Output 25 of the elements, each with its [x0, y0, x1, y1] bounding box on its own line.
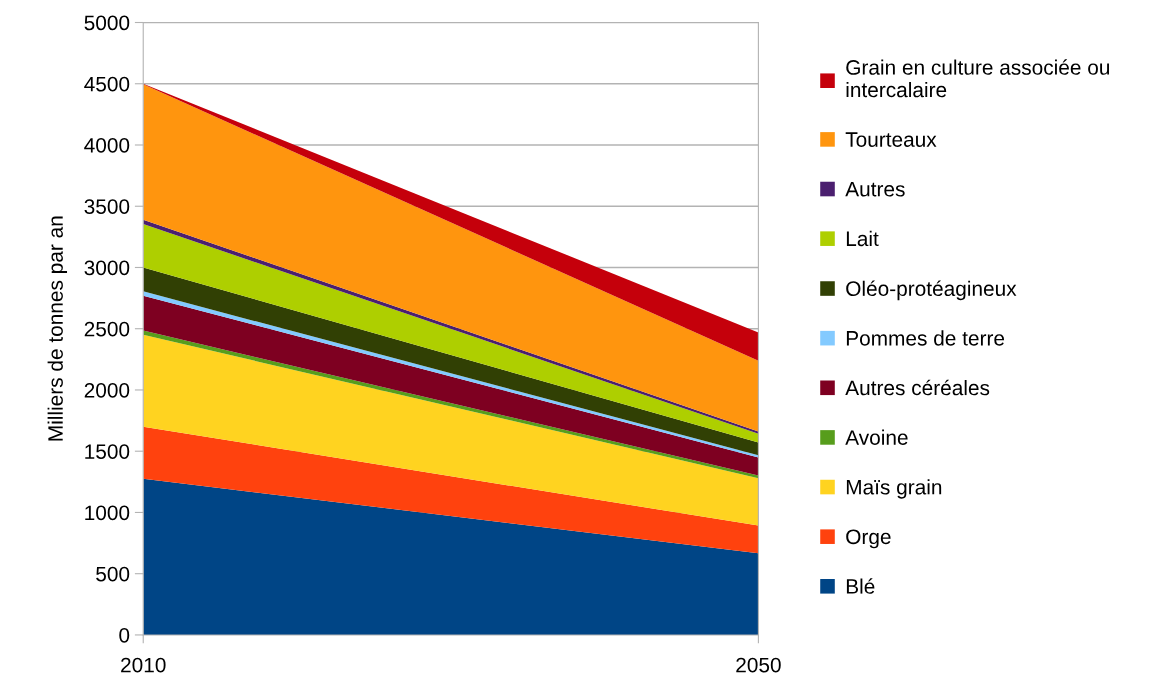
- y-axis-title: Milliers de tonnes par an: [47, 216, 68, 441]
- legend-label: Lait: [846, 230, 879, 247]
- y-tick-label: 1000: [85, 505, 130, 521]
- y-tick-label: 2000: [84, 382, 130, 398]
- legend-label: Grain en culture associée ou intercalaire: [846, 59, 1110, 98]
- y-tick-label: 4500: [84, 76, 130, 92]
- x-tick-label: 2050: [736, 657, 781, 673]
- y-tick-label: 3000: [84, 260, 130, 276]
- legend-label: Maïs grain: [846, 479, 942, 499]
- legend-label: Pommes de terre: [846, 330, 1005, 346]
- y-tick-label: 2500: [84, 321, 130, 337]
- legend-label: Avoine: [845, 429, 908, 445]
- y-tick-label: 4000: [84, 137, 130, 153]
- y-tick-label: 0: [119, 627, 130, 643]
- y-tick-label: 500: [96, 566, 130, 582]
- x-tick-label: 2010: [121, 657, 166, 673]
- y-tick-label: 5000: [84, 15, 130, 31]
- legend-label: Tourteaux: [845, 132, 937, 147]
- legend-label: Autres céréales: [845, 379, 990, 396]
- legend-label: Orge: [846, 529, 891, 549]
- y-tick-label: 1500: [85, 444, 130, 459]
- y-tick-label: 3500: [84, 199, 130, 214]
- legend-label: Blé: [846, 578, 875, 594]
- legend-label: Oléo-protéagineux: [846, 280, 1017, 301]
- legend-label: Autres: [845, 181, 905, 197]
